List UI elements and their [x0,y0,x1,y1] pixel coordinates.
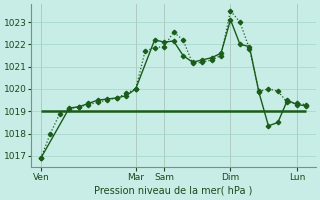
X-axis label: Pression niveau de la mer( hPa ): Pression niveau de la mer( hPa ) [94,186,253,196]
